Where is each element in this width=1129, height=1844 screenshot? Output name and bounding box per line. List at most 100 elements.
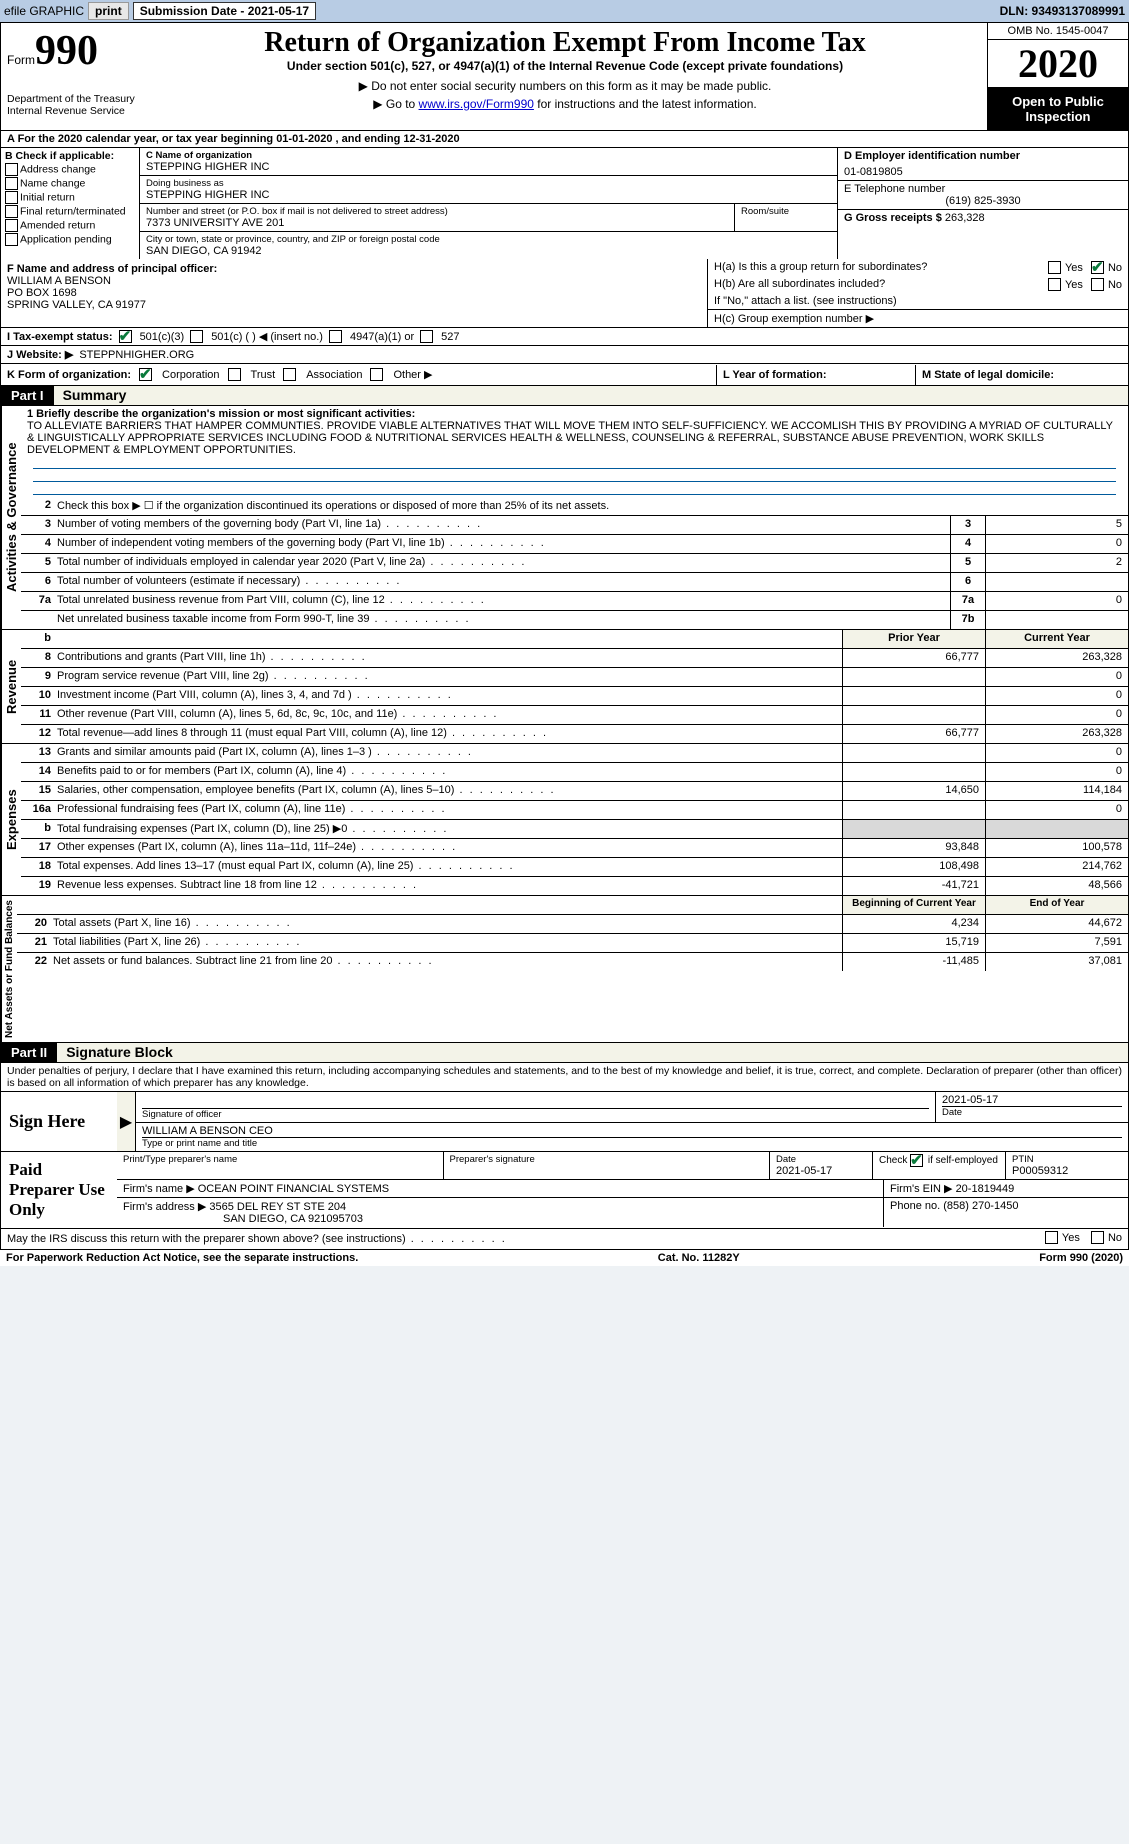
firm-ein: 20-1819449 — [956, 1183, 1015, 1195]
omb-number: OMB No. 1545-0047 — [988, 23, 1128, 40]
footer-mid: Cat. No. 11282Y — [658, 1252, 740, 1264]
dba-value: STEPPING HIGHER INC — [146, 189, 831, 201]
ptin-value: P00059312 — [1012, 1165, 1122, 1177]
expenses-section: Expenses 13Grants and similar amounts pa… — [0, 744, 1129, 896]
current-year-header: Current Year — [985, 630, 1128, 648]
website-value: STEPPNHIGHER.ORG — [79, 349, 194, 361]
receipts-label: G Gross receipts $ — [844, 212, 942, 224]
section-b-title: B Check if applicable: — [5, 150, 135, 162]
mission-text: TO ALLEVIATE BARRIERS THAT HAMPER COMMUN… — [27, 420, 1122, 456]
section-d: D Employer identification number 01-0819… — [837, 148, 1128, 259]
firm-city: SAN DIEGO, CA 921095703 — [123, 1213, 877, 1225]
section-h: H(a) Is this a group return for subordin… — [708, 259, 1128, 327]
header-right: OMB No. 1545-0047 2020 Open to Public In… — [987, 23, 1128, 130]
hb-label: H(b) Are all subordinates included? — [714, 278, 1040, 291]
street-label: Number and street (or P.O. box if mail i… — [146, 206, 728, 217]
header-mid: Return of Organization Exempt From Incom… — [143, 23, 987, 130]
form-subtitle: Under section 501(c), 527, or 4947(a)(1)… — [147, 59, 983, 73]
city-label: City or town, state or province, country… — [146, 234, 831, 245]
page-footer: For Paperwork Reduction Act Notice, see … — [0, 1250, 1129, 1266]
print-name-label: Print/Type preparer's name — [117, 1152, 444, 1179]
section-f-h: F Name and address of principal officer:… — [0, 259, 1129, 328]
section-f: F Name and address of principal officer:… — [1, 259, 708, 327]
part2-header: Part II — [1, 1043, 57, 1062]
footer-left: For Paperwork Reduction Act Notice, see … — [6, 1252, 358, 1264]
vlabel-na: Net Assets or Fund Balances — [1, 896, 17, 1042]
tax-year: 2020 — [988, 40, 1128, 88]
phone-value: (619) 825-3930 — [844, 195, 1122, 207]
part2-bar: Part II Signature Block — [0, 1043, 1129, 1063]
sig-officer-label: Signature of officer — [142, 1108, 929, 1120]
vlabel-rev: Revenue — [1, 630, 21, 743]
m-label: M State of legal domicile: — [915, 365, 1128, 385]
irs-link[interactable]: www.irs.gov/Form990 — [419, 97, 534, 111]
part2-title: Signature Block — [60, 1044, 173, 1060]
part1-title: Summary — [57, 387, 127, 403]
f-city: SPRING VALLEY, CA 91977 — [7, 299, 701, 311]
form-990-page: efile GRAPHIC print Submission Date - 20… — [0, 0, 1129, 1266]
phone-label: E Telephone number — [844, 183, 1122, 195]
form-number: 990 — [35, 28, 98, 74]
ha-label: H(a) Is this a group return for subordin… — [714, 261, 1040, 274]
q2-text: Check this box ▶ ☐ if the organization d… — [55, 497, 1128, 515]
vlabel-exp: Expenses — [1, 744, 21, 895]
form-title: Return of Organization Exempt From Incom… — [147, 27, 983, 59]
na-hdr2: End of Year — [985, 896, 1128, 914]
form-word: Form — [7, 53, 35, 67]
footer-right: Form 990 (2020) — [1039, 1252, 1123, 1264]
netassets-section: Net Assets or Fund Balances Beginning of… — [0, 896, 1129, 1043]
print-button[interactable]: print — [88, 2, 129, 20]
form-note2: ▶ Go to www.irs.gov/Form990 for instruct… — [147, 97, 983, 111]
na-hdr1: Beginning of Current Year — [842, 896, 985, 914]
revenue-section: Revenue b Prior Year Current Year 8Contr… — [0, 630, 1129, 744]
activities-governance: Activities & Governance 1 Briefly descri… — [0, 406, 1129, 630]
f-name: WILLIAM A BENSON — [7, 275, 701, 287]
i-label: I Tax-exempt status: — [7, 331, 113, 343]
main-info-block: B Check if applicable: Address change Na… — [0, 148, 1129, 259]
hb-note: If "No," attach a list. (see instruction… — [708, 293, 1128, 309]
city-value: SAN DIEGO, CA 91942 — [146, 245, 831, 257]
firm-name: OCEAN POINT FINANCIAL SYSTEMS — [198, 1183, 389, 1195]
header-left: Form990 Department of the Treasury Inter… — [1, 23, 143, 130]
part1-bar: Part I Summary — [0, 386, 1129, 406]
j-label: J Website: ▶ — [7, 348, 73, 361]
efile-label: efile GRAPHIC — [4, 4, 84, 18]
org-name: STEPPING HIGHER INC — [146, 161, 831, 173]
officer-name: WILLIAM A BENSON CEO — [142, 1125, 1122, 1137]
inspection-label: Open to Public Inspection — [988, 88, 1128, 130]
part1-header: Part I — [1, 386, 54, 405]
firm-addr: 3565 DEL REY ST STE 204 — [209, 1201, 346, 1213]
paid-preparer-label: Paid Preparer Use Only — [1, 1152, 117, 1228]
discuss-text: May the IRS discuss this return with the… — [7, 1233, 507, 1245]
submission-date: Submission Date - 2021-05-17 — [133, 2, 316, 20]
top-bar: efile GRAPHIC print Submission Date - 20… — [0, 0, 1129, 22]
receipts-value: 263,328 — [945, 212, 985, 224]
f-label: F Name and address of principal officer: — [7, 263, 701, 275]
prep-sig-label: Preparer's signature — [444, 1152, 771, 1179]
date-label: Date — [942, 1106, 1122, 1118]
ein-value: 01-0819805 — [844, 166, 1122, 178]
check-se: Check if self-employed — [873, 1152, 1006, 1179]
hc-label: H(c) Group exemption number ▶ — [708, 309, 1128, 327]
form-note1: ▶ Do not enter social security numbers o… — [147, 79, 983, 93]
row-a: A For the 2020 calendar year, or tax yea… — [0, 131, 1129, 148]
declaration: Under penalties of perjury, I declare th… — [0, 1063, 1129, 1092]
sig-date: 2021-05-17 — [942, 1094, 1122, 1106]
section-b: B Check if applicable: Address change Na… — [1, 148, 140, 259]
prep-date: 2021-05-17 — [776, 1165, 866, 1177]
sign-here-label: Sign Here — [1, 1092, 117, 1151]
row-j: J Website: ▶ STEPPNHIGHER.ORG — [0, 346, 1129, 364]
form-header: Form990 Department of the Treasury Inter… — [0, 22, 1129, 131]
dln-label: DLN: 93493137089991 — [1000, 4, 1125, 18]
row-i: I Tax-exempt status: 501(c)(3) 501(c) ( … — [0, 328, 1129, 346]
section-c: C Name of organization STEPPING HIGHER I… — [140, 148, 837, 259]
l-label: L Year of formation: — [716, 365, 909, 385]
vlabel-ag: Activities & Governance — [1, 406, 21, 629]
room-label: Room/suite — [741, 206, 831, 217]
row-klm: K Form of organization: Corporation Trus… — [0, 364, 1129, 386]
k-label: K Form of organization: — [7, 369, 131, 381]
firm-phone: (858) 270-1450 — [943, 1200, 1018, 1212]
q1-label: 1 Briefly describe the organization's mi… — [27, 408, 1122, 420]
prior-year-header: Prior Year — [842, 630, 985, 648]
ein-label: D Employer identification number — [844, 150, 1122, 162]
